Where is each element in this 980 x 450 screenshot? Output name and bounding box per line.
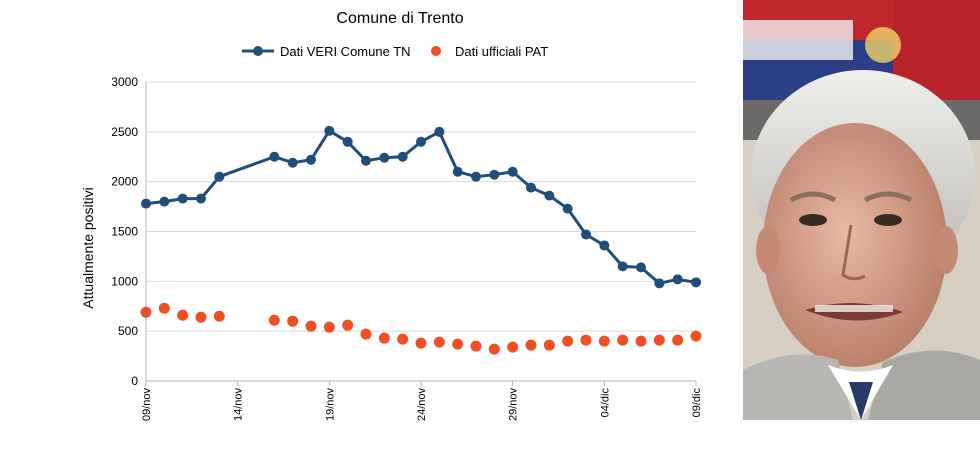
- grid: [145, 81, 696, 382]
- x-tick-label: 24/nov: [416, 388, 428, 422]
- data-point-veri: [397, 151, 408, 162]
- data-point-pat: [342, 319, 354, 331]
- data-point-pat: [543, 339, 555, 351]
- series-0: [141, 125, 701, 289]
- y-tick-label: 2500: [111, 125, 138, 139]
- data-point-pat: [415, 337, 427, 349]
- data-point-pat: [305, 320, 317, 332]
- data-point-pat: [653, 334, 665, 346]
- series-line-veri: [145, 129, 697, 285]
- data-point-pat: [507, 341, 519, 353]
- data-point-pat: [195, 311, 207, 323]
- data-point-veri: [599, 240, 610, 251]
- data-point-pat: [672, 334, 684, 346]
- data-point-veri: [691, 277, 701, 288]
- data-point-pat: [470, 340, 482, 352]
- data-point-veri: [379, 152, 390, 163]
- series: [140, 125, 702, 355]
- x-tick-label: 14/nov: [233, 388, 245, 422]
- data-point-veri: [562, 203, 573, 214]
- data-point-veri: [177, 193, 188, 204]
- data-point-veri: [526, 182, 536, 193]
- x-tick-label: 19/nov: [324, 388, 336, 422]
- data-point-veri: [452, 166, 463, 177]
- y-axis-ticks: 0 500 1000 1500 2000 2500 3000: [111, 75, 138, 388]
- data-point-pat: [433, 336, 445, 348]
- y-axis-label: Attualmente positivi: [80, 187, 96, 308]
- data-point-pat: [360, 328, 372, 340]
- data-point-veri: [416, 136, 426, 147]
- x-tick-label: 29/nov: [508, 388, 520, 422]
- chart-title: Comune di Trento: [336, 10, 463, 27]
- data-point-pat: [580, 334, 592, 346]
- x-tick-label: 09/dic: [691, 388, 703, 418]
- data-point-veri: [324, 125, 335, 136]
- data-point-pat: [598, 335, 610, 347]
- y-tick-label: 2000: [111, 175, 138, 189]
- data-point-pat: [617, 334, 629, 346]
- portrait-photo: [743, 0, 980, 420]
- data-point-pat: [562, 335, 574, 347]
- y-tick-label: 0: [131, 374, 138, 388]
- data-point-veri: [269, 151, 280, 162]
- data-point-pat: [323, 321, 335, 333]
- data-point-veri: [287, 157, 298, 168]
- data-point-pat: [268, 314, 280, 326]
- x-tick-label: 04/dic: [599, 388, 611, 418]
- data-point-veri: [654, 278, 665, 289]
- data-point-pat: [525, 339, 537, 351]
- y-tick-label: 1000: [111, 274, 138, 288]
- data-point-veri: [361, 155, 371, 166]
- legend-marker-veri: [253, 46, 263, 56]
- data-point-veri: [196, 193, 206, 204]
- data-point-pat: [635, 335, 647, 347]
- portrait-photo-icon: [743, 0, 980, 420]
- data-point-veri: [672, 274, 683, 285]
- data-point-pat: [287, 315, 299, 327]
- data-point-veri: [544, 190, 555, 201]
- y-tick-label: 500: [118, 324, 138, 338]
- series-1: [140, 302, 702, 355]
- data-point-veri: [214, 171, 225, 182]
- data-point-veri: [581, 229, 591, 240]
- data-point-veri: [342, 136, 353, 147]
- data-point-veri: [617, 261, 628, 272]
- data-point-veri: [434, 126, 445, 137]
- legend-label-veri: Dati VERI Comune TN: [280, 44, 411, 59]
- data-point-pat: [378, 332, 390, 344]
- data-point-veri: [489, 169, 500, 180]
- data-point-pat: [213, 310, 225, 322]
- legend: Dati VERI Comune TN Dati ufficiali PAT: [242, 44, 548, 59]
- y-tick-label: 3000: [111, 75, 138, 89]
- data-point-pat: [397, 333, 409, 345]
- data-point-veri: [141, 198, 151, 209]
- chart: Comune di Trento Dati VERI Comune TN Dat…: [80, 10, 703, 421]
- data-point-pat: [690, 330, 702, 342]
- x-tick-label: 09/nov: [141, 388, 153, 422]
- data-point-veri: [159, 196, 170, 207]
- data-point-pat: [158, 302, 170, 314]
- data-point-veri: [507, 166, 518, 177]
- data-point-veri: [306, 154, 316, 165]
- data-point-pat: [177, 309, 189, 321]
- legend-label-pat: Dati ufficiali PAT: [455, 44, 548, 59]
- y-tick-label: 1500: [111, 225, 138, 239]
- x-axis-ticks: 09/nov 14/nov 19/nov 24/nov 29/nov 04/dic 09/d…: [141, 381, 703, 421]
- data-point-veri: [636, 262, 646, 273]
- data-point-pat: [140, 306, 152, 318]
- legend-marker-pat: [431, 46, 441, 56]
- data-point-pat: [488, 343, 500, 355]
- data-point-pat: [452, 338, 464, 350]
- data-point-veri: [471, 171, 481, 182]
